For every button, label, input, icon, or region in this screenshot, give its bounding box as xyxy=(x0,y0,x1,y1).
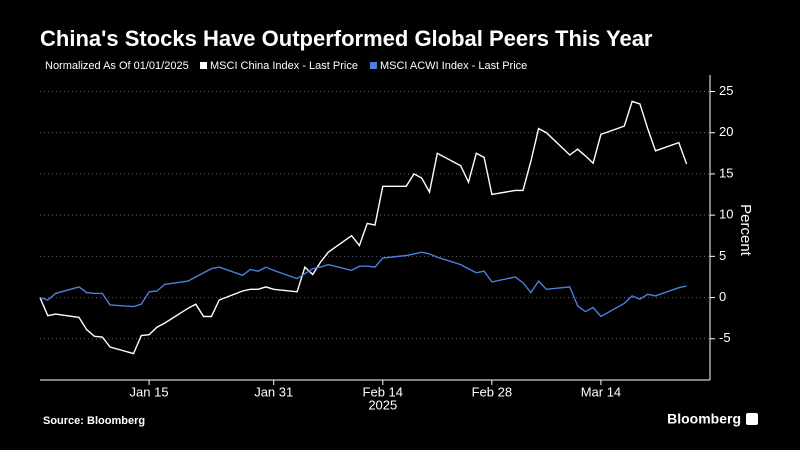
x-tick-label: Feb 14 xyxy=(363,384,403,399)
x-tick-label: Jan 15 xyxy=(130,384,169,399)
brand: Bloomberg xyxy=(667,411,741,427)
legend-label: MSCI ACWI Index - Last Price xyxy=(380,60,527,72)
chart-title: China's Stocks Have Outperformed Global … xyxy=(40,26,653,51)
legend-swatch xyxy=(200,62,207,69)
y-tick-label: 5 xyxy=(719,248,726,263)
y-tick-label: -5 xyxy=(719,330,731,345)
x-tick-label: Jan 31 xyxy=(254,384,293,399)
y-tick-label: 25 xyxy=(719,83,733,98)
y-tick-label: 15 xyxy=(719,165,733,180)
legend-swatch xyxy=(369,62,377,69)
brand-icon xyxy=(746,413,758,425)
y-tick-label: 20 xyxy=(719,124,733,139)
y-tick-label: 10 xyxy=(719,207,733,222)
legend-label: MSCI China Index - Last Price xyxy=(210,60,358,72)
series-line xyxy=(39,251,687,318)
series-line xyxy=(39,100,688,355)
x-year-label: 2025 xyxy=(368,397,397,412)
source: Source: Bloomberg xyxy=(43,415,145,427)
x-tick-label: Feb 28 xyxy=(472,384,512,399)
subtitle: Normalized As Of 01/01/2025 xyxy=(45,60,189,72)
y-axis-label: Percent xyxy=(737,204,754,257)
y-tick-label: 0 xyxy=(719,289,726,304)
x-tick-label: Mar 14 xyxy=(581,384,621,399)
